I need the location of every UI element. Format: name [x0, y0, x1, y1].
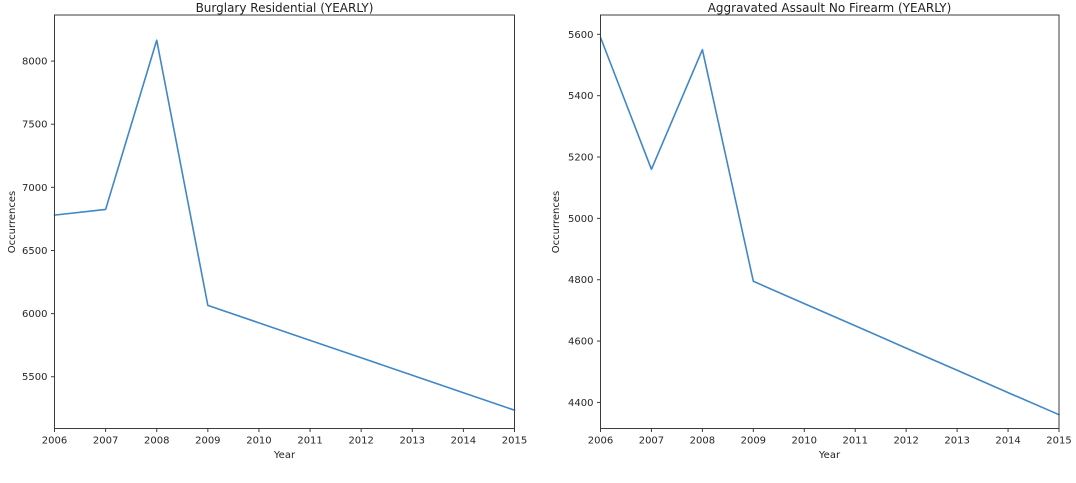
x-tick-label: 2006 — [42, 436, 67, 447]
y-tick-label: 5500 — [22, 372, 47, 383]
x-tick-label: 2006 — [588, 436, 613, 447]
chart-title-aggravated-assault: Aggravated Assault No Firearm (YEARLY) — [707, 1, 952, 15]
x-tick-label: 2009 — [195, 436, 220, 447]
y-tick-label: 5400 — [568, 91, 593, 102]
x-tick-label: 2008 — [144, 436, 169, 447]
x-tick-label: 2007 — [639, 436, 664, 447]
y-tick-label: 4400 — [568, 398, 593, 409]
data-line — [599, 36, 1060, 416]
x-tick-label: 2007 — [93, 436, 118, 447]
x-axis-label-right: Year — [818, 450, 841, 461]
chart-title-burglary-residential: Burglary Residential (YEARLY) — [195, 1, 374, 15]
x-tick-label: 2012 — [893, 436, 918, 447]
x-tick-label: 2012 — [348, 436, 373, 447]
y-tick-label: 7500 — [22, 120, 47, 131]
plot-border — [600, 14, 1060, 429]
x-tick-label: 2013 — [944, 436, 969, 447]
x-tick-label: 2011 — [842, 436, 867, 447]
plot-border — [54, 14, 515, 429]
x-axis-label-left: Year — [273, 450, 296, 461]
y-tick-label: 6500 — [22, 246, 47, 257]
y-tick-label: 5000 — [568, 214, 593, 225]
x-tick-label: 2015 — [1046, 436, 1071, 447]
y-tick-label: 7000 — [22, 183, 47, 194]
x-tick-label: 2010 — [792, 436, 817, 447]
y-tick-label: 4800 — [568, 275, 593, 286]
x-tick-label: 2014 — [451, 436, 476, 447]
x-tick-label: 2008 — [690, 436, 715, 447]
y-tick-label: 6000 — [22, 309, 47, 320]
y-tick-label: 5600 — [568, 30, 593, 41]
x-tick-label: 2009 — [741, 436, 766, 447]
x-tick-label: 2010 — [246, 436, 271, 447]
x-tick-label: 2013 — [400, 436, 425, 447]
x-tick-label: 2014 — [995, 436, 1020, 447]
y-axis-label-right: Occurrences — [551, 190, 562, 254]
data-line — [53, 39, 516, 411]
y-tick-label: 4600 — [568, 337, 593, 348]
x-tick-label: 2011 — [297, 436, 322, 447]
x-tick-label: 2015 — [502, 436, 527, 447]
y-tick-label: 8000 — [22, 57, 47, 68]
y-axis-label-left: Occurrences — [7, 190, 18, 254]
y-tick-label: 5200 — [568, 153, 593, 164]
